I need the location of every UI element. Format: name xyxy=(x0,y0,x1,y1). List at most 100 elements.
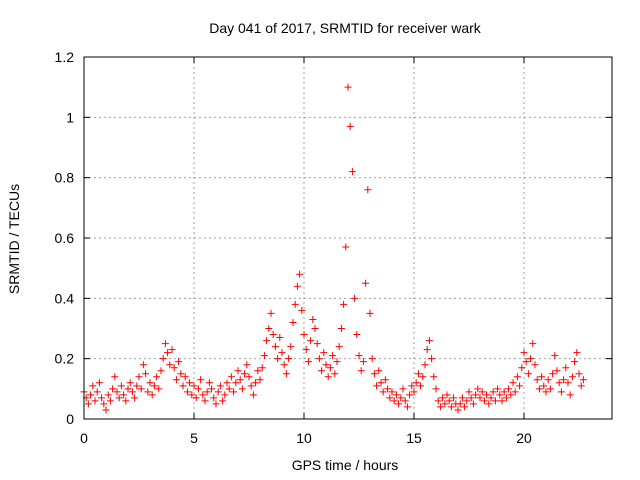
data-point xyxy=(476,394,484,402)
data-point xyxy=(399,385,407,393)
data-point xyxy=(267,309,275,317)
y-axis-label: SRMTID / TECUs xyxy=(6,184,22,294)
data-point xyxy=(304,358,312,366)
data-point xyxy=(269,331,277,339)
data-point xyxy=(278,349,286,357)
data-point xyxy=(373,382,381,390)
data-points xyxy=(80,83,587,414)
data-point xyxy=(487,394,495,402)
data-point xyxy=(432,385,440,393)
data-point xyxy=(186,379,194,387)
data-point xyxy=(326,364,334,372)
data-point xyxy=(568,373,576,381)
data-point xyxy=(401,397,409,405)
data-point xyxy=(291,300,299,308)
data-point xyxy=(522,358,530,366)
data-point xyxy=(408,382,416,390)
data-point xyxy=(533,376,541,384)
data-point xyxy=(166,361,174,369)
data-point xyxy=(95,379,103,387)
data-point xyxy=(234,367,242,375)
data-point xyxy=(181,373,189,381)
data-point xyxy=(333,358,341,366)
data-point xyxy=(148,391,156,399)
data-point xyxy=(428,355,436,363)
data-point xyxy=(128,388,136,396)
data-point xyxy=(364,186,372,194)
data-point xyxy=(542,388,550,396)
data-point xyxy=(84,400,92,408)
data-point xyxy=(386,394,394,402)
y-tick-label: 0.6 xyxy=(55,230,75,246)
y-tick-label: 0 xyxy=(66,411,74,427)
data-point xyxy=(483,391,491,399)
data-point xyxy=(553,367,561,375)
data-point xyxy=(502,394,510,402)
data-point xyxy=(458,394,466,402)
data-point xyxy=(520,349,528,357)
data-point xyxy=(225,385,233,393)
data-point xyxy=(232,379,240,387)
data-point xyxy=(210,394,218,402)
data-point xyxy=(190,382,198,390)
data-point xyxy=(124,385,132,393)
data-point xyxy=(507,391,515,399)
data-point xyxy=(298,306,306,314)
data-point xyxy=(155,385,163,393)
data-point xyxy=(430,373,438,381)
data-point xyxy=(342,243,350,251)
data-point xyxy=(300,331,308,339)
data-point xyxy=(441,400,449,408)
data-point xyxy=(423,346,431,354)
data-point xyxy=(135,373,143,381)
data-point xyxy=(203,388,211,396)
y-tick-label: 1.2 xyxy=(55,49,75,65)
data-point xyxy=(146,379,154,387)
data-point xyxy=(412,379,420,387)
data-point xyxy=(368,355,376,363)
data-point xyxy=(494,385,502,393)
x-tick-label: 5 xyxy=(190,430,198,446)
data-point xyxy=(117,382,125,390)
data-point xyxy=(538,373,546,381)
data-point xyxy=(344,83,352,91)
data-point xyxy=(256,376,264,384)
axis-ticks: 0 0.2 0.4 0.6 0.8 1 1.2 0 5 10 15 20 xyxy=(55,49,612,446)
data-point xyxy=(313,340,321,348)
data-point xyxy=(309,315,317,323)
data-point xyxy=(348,168,356,176)
data-point xyxy=(318,367,326,375)
data-point xyxy=(258,364,266,372)
x-tick-label: 20 xyxy=(516,430,532,446)
data-point xyxy=(351,294,359,302)
data-point xyxy=(287,343,295,351)
grid-lines xyxy=(84,57,612,419)
data-point xyxy=(546,385,554,393)
data-point xyxy=(115,394,123,402)
data-point xyxy=(346,122,354,130)
data-point xyxy=(450,394,458,402)
data-point xyxy=(410,388,418,396)
data-point xyxy=(194,385,202,393)
data-point xyxy=(359,358,367,366)
data-point xyxy=(324,373,332,381)
data-point xyxy=(406,391,414,399)
data-point xyxy=(425,337,433,345)
data-point xyxy=(549,370,557,378)
data-point xyxy=(153,373,161,381)
data-point xyxy=(172,376,180,384)
data-point xyxy=(150,382,158,390)
data-point xyxy=(392,391,400,399)
data-point xyxy=(214,388,222,396)
data-point xyxy=(142,370,150,378)
data-point xyxy=(377,379,385,387)
data-point xyxy=(322,361,330,369)
data-point xyxy=(573,349,581,357)
data-point xyxy=(139,361,147,369)
y-tick-label: 1 xyxy=(66,109,74,125)
data-point xyxy=(133,382,141,390)
data-point xyxy=(263,337,271,345)
data-point xyxy=(498,397,506,405)
data-point xyxy=(443,391,451,399)
